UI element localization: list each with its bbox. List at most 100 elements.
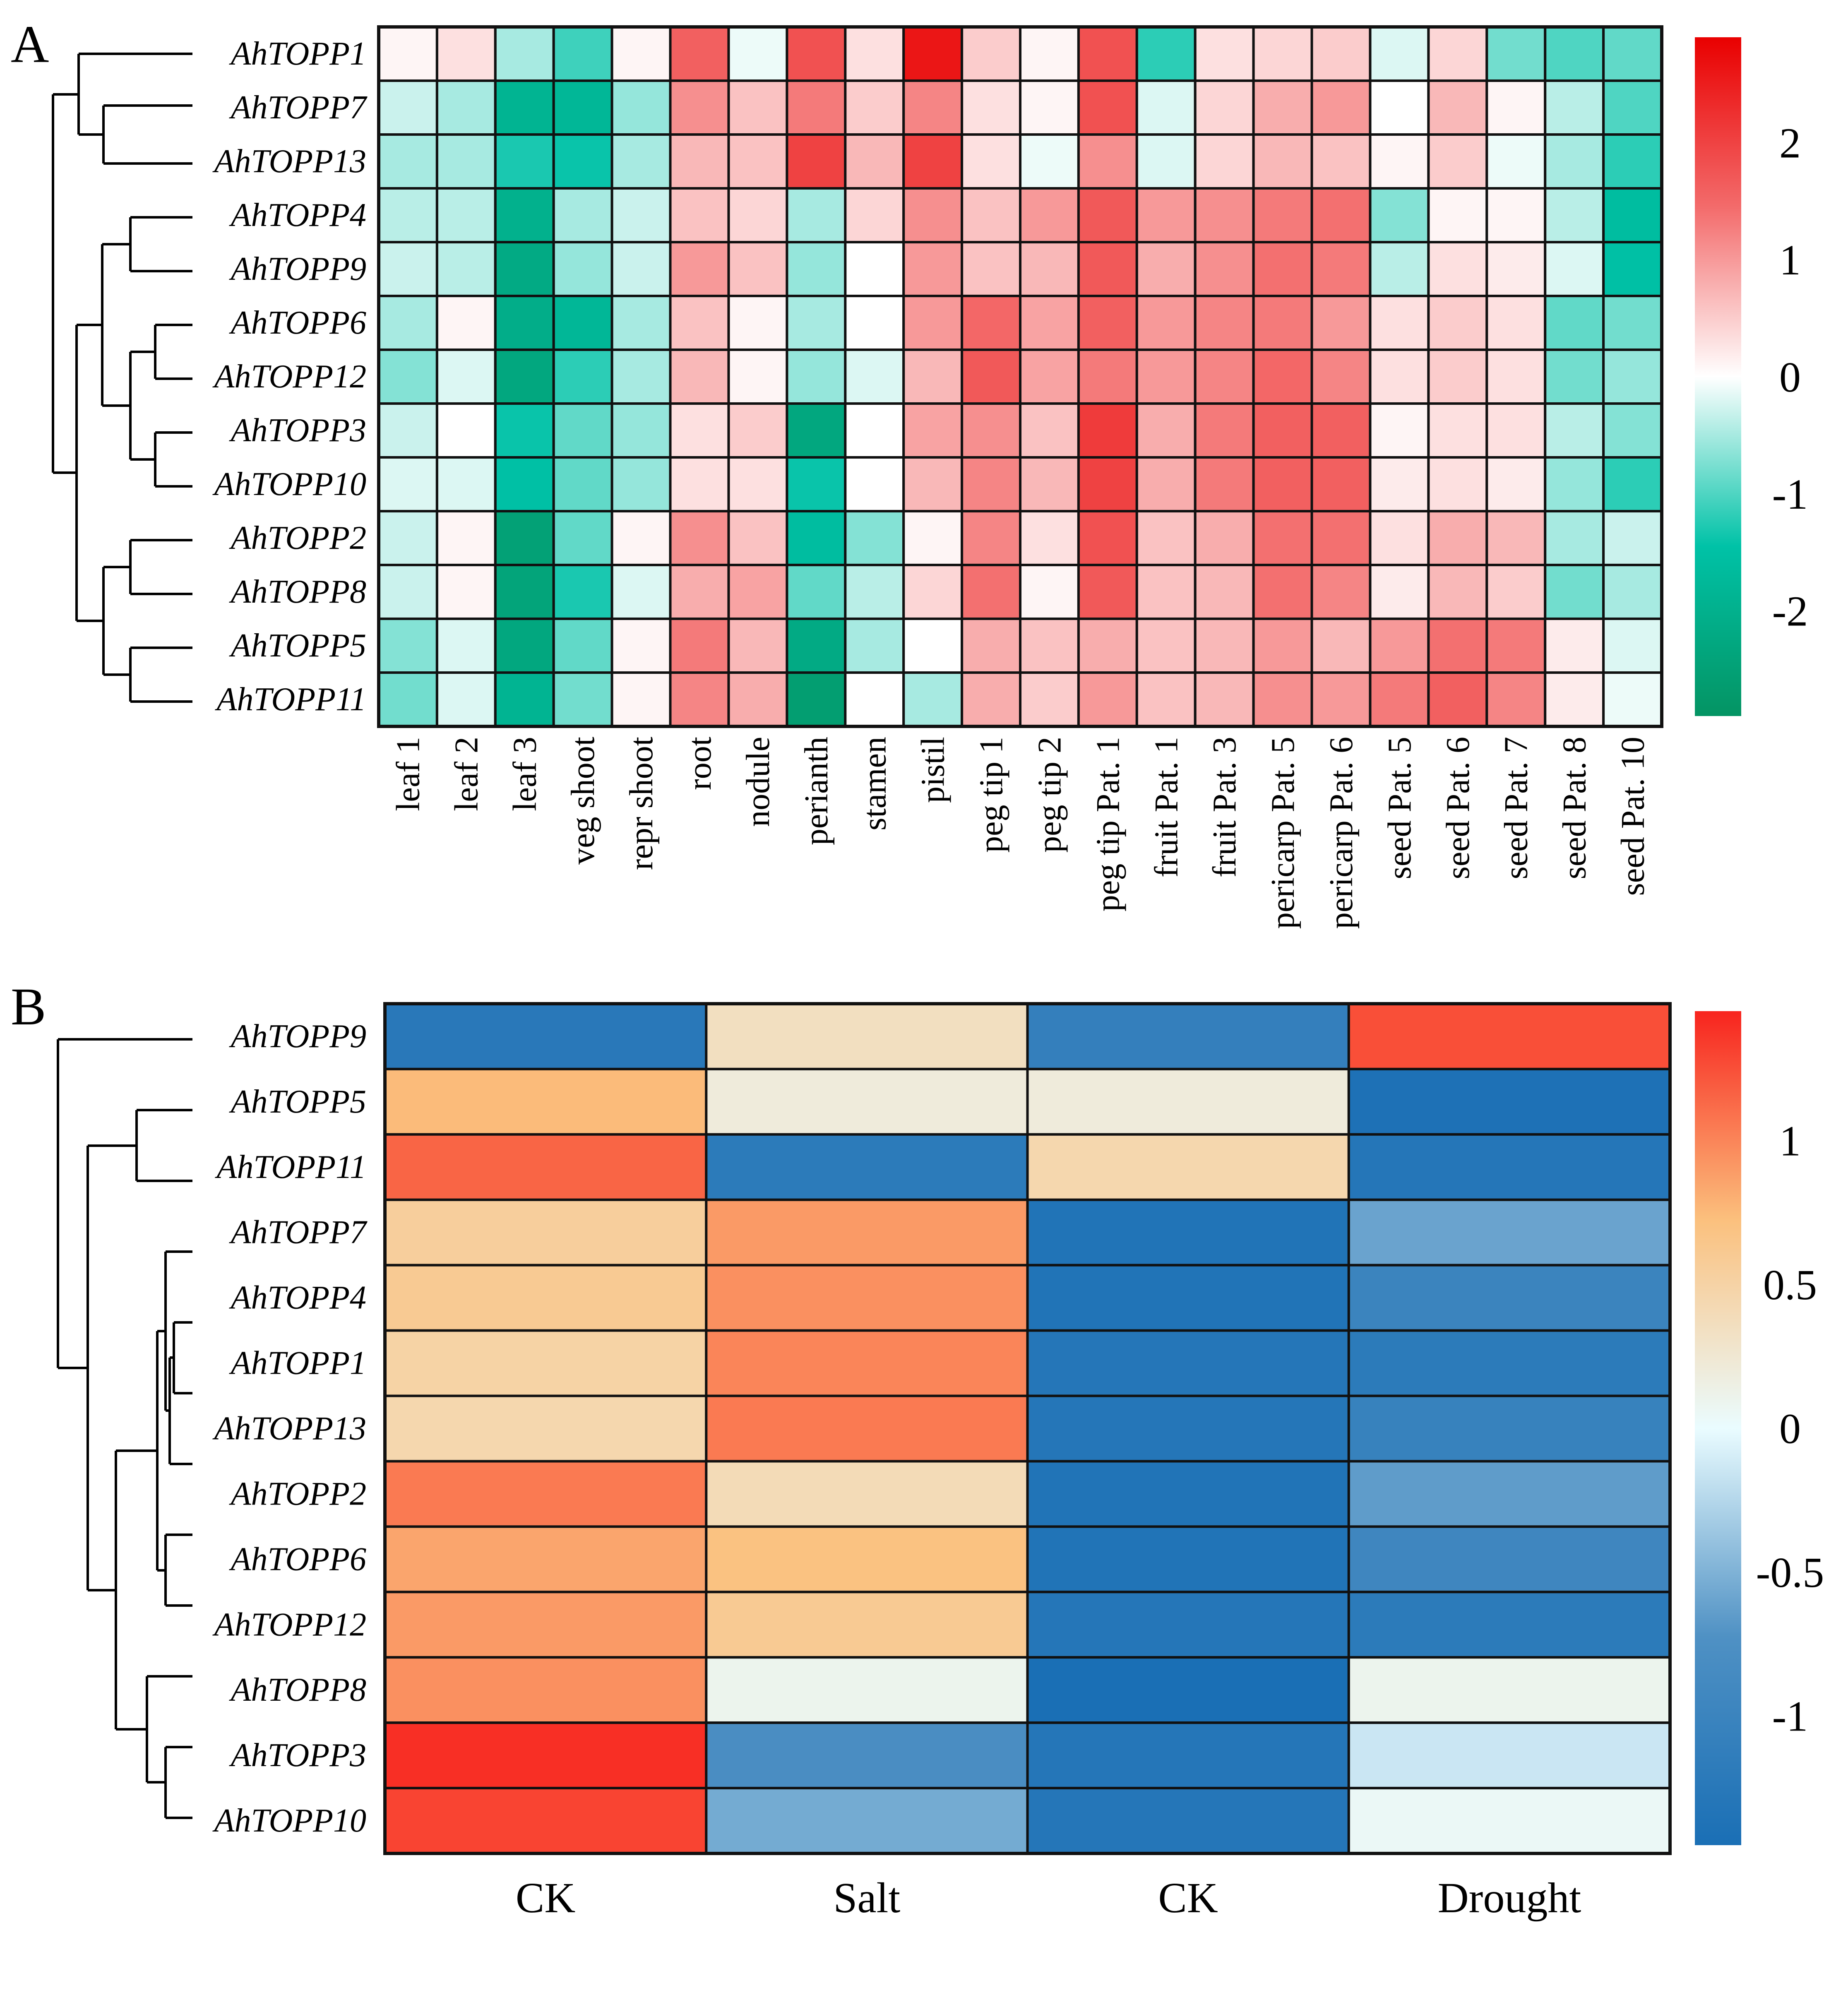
heatmap-a-column-label: leaf 2: [448, 737, 485, 811]
heatmap-b-cell: [1026, 1394, 1350, 1463]
heatmap-a-cell: [1544, 26, 1605, 82]
heatmap-a-cell: [1310, 564, 1372, 620]
heatmap-a-cell: [1310, 133, 1372, 190]
heatmap-a-cell: [552, 402, 613, 459]
heatmap-a-cell: [669, 241, 730, 297]
heatmap-a-cell: [1544, 187, 1605, 243]
heatmap-a-row-label: AhTOPP3: [229, 412, 366, 449]
heatmap-a-cell: [377, 618, 438, 674]
heatmap-a-cell: [786, 456, 847, 512]
heatmap-a-cell: [1427, 402, 1488, 459]
heatmap-a-cell: [377, 79, 438, 136]
heatmap-a-column-label: stamen: [857, 737, 893, 831]
heatmap-a-cell: [1252, 456, 1313, 512]
heatmap-a-cell: [1544, 79, 1605, 136]
heatmap-a-cell: [844, 26, 905, 82]
heatmap-a-row-label: AhTOPP1: [229, 36, 366, 72]
heatmap-b-cells: [384, 1002, 1672, 1855]
heatmap-a-cell: [1252, 618, 1313, 674]
heatmap-b-cell: [705, 1721, 1029, 1790]
heatmap-a-frame: [377, 25, 1663, 728]
heatmap-a-cell: [494, 402, 555, 459]
heatmap-a-cell: [844, 671, 905, 728]
heatmap-a-column-label: seed Pat. 7: [1498, 737, 1535, 879]
heatmap-b-cell: [384, 1002, 708, 1070]
heatmap-a-cell: [727, 349, 788, 405]
heatmap-a-cell: [902, 241, 964, 297]
heatmap-a-cell: [844, 510, 905, 566]
heatmap-a-cell: [902, 671, 964, 728]
heatmap-a-column-label: perianth: [798, 737, 835, 845]
heatmap-b-row-label: AhTOPP2: [229, 1476, 366, 1512]
heatmap-a-cell: [1077, 456, 1138, 512]
heatmap-a-cell: [494, 26, 555, 82]
heatmap-a-cell: [1544, 133, 1605, 190]
heatmap-b-row-label: AhTOPP10: [212, 1803, 366, 1839]
heatmap-a-cell: [610, 79, 672, 136]
heatmap-b-cell: [1026, 1787, 1350, 1855]
heatmap-b-row-label: AhTOPP9: [229, 1018, 366, 1055]
heatmap-a-cell: [1602, 402, 1663, 459]
heatmap-b-cell: [1026, 1591, 1350, 1659]
heatmap-a-column-label: nodule: [740, 737, 776, 827]
heatmap-b-cell: [1026, 1264, 1350, 1332]
heatmap-a-cell: [1135, 187, 1197, 243]
heatmap-a-cell: [1369, 241, 1430, 297]
heatmap-a-cell: [1602, 133, 1663, 190]
heatmap-a-cell: [1544, 295, 1605, 351]
heatmap-a-cell: [1252, 671, 1313, 728]
heatmap-a-row-label: AhTOPP10: [212, 466, 366, 502]
heatmap-b-cell: [1347, 1133, 1672, 1201]
heatmap-a-cell: [1077, 295, 1138, 351]
heatmap-b-row-label: AhTOPP12: [212, 1606, 366, 1643]
heatmap-a-cell: [1019, 564, 1080, 620]
heatmap-a-cell: [669, 456, 730, 512]
heatmap-a-cell: [1427, 79, 1488, 136]
heatmap-a-cell: [669, 618, 730, 674]
heatmap-b-row-label: AhTOPP13: [212, 1411, 366, 1447]
heatmap-a-cell: [1369, 26, 1430, 82]
heatmap-a-cell: [1544, 564, 1605, 620]
heatmap-a-column-label: pericarp Pat. 5: [1265, 737, 1301, 929]
heatmap-a-column-label: seed Pat. 6: [1440, 737, 1476, 879]
heatmap-a-cell: [1194, 618, 1255, 674]
heatmap-a-cell: [1194, 564, 1255, 620]
heatmap-a-column-label: seed Pat. 5: [1382, 737, 1418, 879]
heatmap-a-cell: [727, 187, 788, 243]
heatmap-a-cell: [1602, 564, 1663, 620]
heatmap-a-cell: [669, 79, 730, 136]
heatmap-a-cell: [844, 618, 905, 674]
heatmap-b-cell: [1026, 1656, 1350, 1724]
heatmap-a-cell: [1310, 295, 1372, 351]
heatmap-a-row-label: AhTOPP7: [229, 89, 368, 126]
heatmap-a-cell: [1485, 671, 1547, 728]
heatmap-a-cell: [1485, 241, 1547, 297]
heatmap-a-cell: [727, 402, 788, 459]
heatmap-b-cell: [1026, 1198, 1350, 1267]
heatmap-b-cell: [1347, 1198, 1672, 1267]
heatmap-a-cell: [435, 564, 497, 620]
heatmap-a-column-label: peg tip 1: [973, 737, 1010, 853]
heatmap-b-cell: [1026, 1133, 1350, 1201]
heatmap-a-cell: [435, 456, 497, 512]
heatmap-b-column-label: CK: [516, 1874, 575, 1922]
heatmap-a-row-label: AhTOPP6: [229, 305, 366, 341]
heatmap-a-cell: [669, 510, 730, 566]
heatmap-a-cell: [552, 79, 613, 136]
heatmap-a-row-labels: AhTOPP1 AhTOPP7 AhTOPP13 AhTOPP4 AhTOPP9 AhTO…: [212, 36, 368, 718]
heatmap-a-cell: [1019, 349, 1080, 405]
heatmap-a-cell: [727, 26, 788, 82]
heatmap-a-cell: [1310, 79, 1372, 136]
heatmap-a-cell: [1310, 618, 1372, 674]
heatmap-a-cell: [1194, 26, 1255, 82]
heatmap-a-cell: [494, 187, 555, 243]
heatmap-a-cell: [1544, 618, 1605, 674]
heatmap-b-cell: [705, 1329, 1029, 1397]
heatmap-a-cell: [435, 510, 497, 566]
heatmap-a-cell: [1077, 187, 1138, 243]
heatmap-a-cell: [1310, 456, 1372, 512]
heatmap-a-cell: [961, 402, 1022, 459]
heatmap-b-frame: [383, 1002, 1672, 1855]
heatmap-a-cell: [786, 564, 847, 620]
